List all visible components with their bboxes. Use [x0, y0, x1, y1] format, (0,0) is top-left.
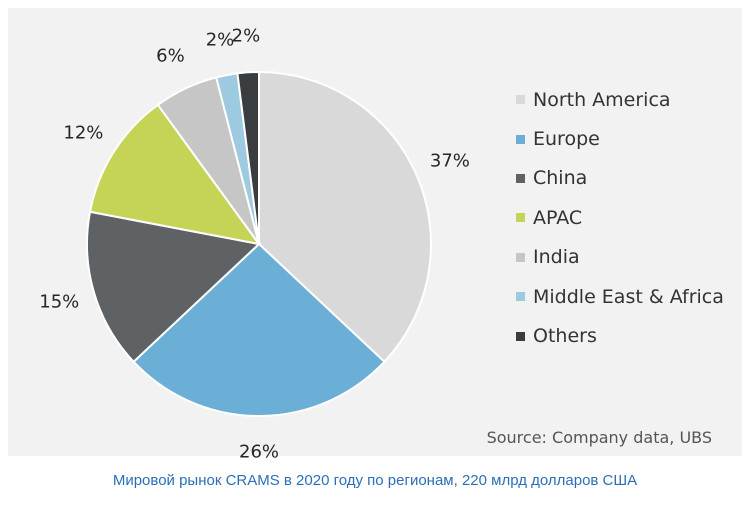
data-label: 37%	[429, 150, 470, 172]
legend-label: Others	[533, 325, 597, 348]
data-label: 12%	[63, 122, 104, 144]
pie-slice-north-america	[258, 70, 432, 364]
legend-label: Middle East & Africa	[533, 285, 724, 308]
legend-item: North America	[516, 80, 724, 119]
legend-label: India	[533, 246, 580, 269]
legend-swatch	[516, 134, 525, 144]
legend-swatch	[516, 173, 525, 183]
pie-slice-china	[86, 210, 262, 364]
legend-swatch	[516, 213, 525, 223]
legend-label: APAC	[533, 206, 583, 229]
pie-slice-apac	[88, 103, 262, 246]
legend-item: China	[516, 159, 724, 198]
legend-swatch	[516, 252, 525, 262]
data-label: 2%	[205, 29, 235, 51]
legend-label: Europe	[533, 128, 600, 151]
legend-swatch	[516, 95, 525, 105]
legend: North America Europe China APAC India Middle …	[516, 80, 724, 356]
figure-caption: Мировой рынок CRAMS в 2020 году по регио…	[112, 472, 638, 489]
data-label: 26%	[238, 441, 280, 463]
legend-item: Europe	[516, 119, 724, 158]
chart-panel: 37% 26% 15% 12% 6% 2% 2% North America Europe Ch…	[8, 8, 742, 463]
legend-item: Others	[516, 316, 724, 355]
data-label: 15%	[39, 291, 80, 313]
pie-chart	[86, 70, 432, 417]
legend-item: Middle East & Africa	[516, 277, 724, 316]
legend-label: North America	[533, 88, 671, 111]
data-label: 6%	[156, 45, 185, 67]
legend-swatch	[516, 331, 525, 341]
pie-slice-europe	[132, 242, 386, 417]
legend-label: China	[533, 167, 588, 190]
legend-item: India	[516, 238, 724, 277]
data-label: 2%	[231, 25, 261, 47]
legend-swatch	[516, 292, 525, 302]
source-note: Source: Company data, UBS	[486, 428, 712, 447]
pie-slice-others	[236, 70, 260, 245]
legend-item: APAC	[516, 198, 724, 237]
